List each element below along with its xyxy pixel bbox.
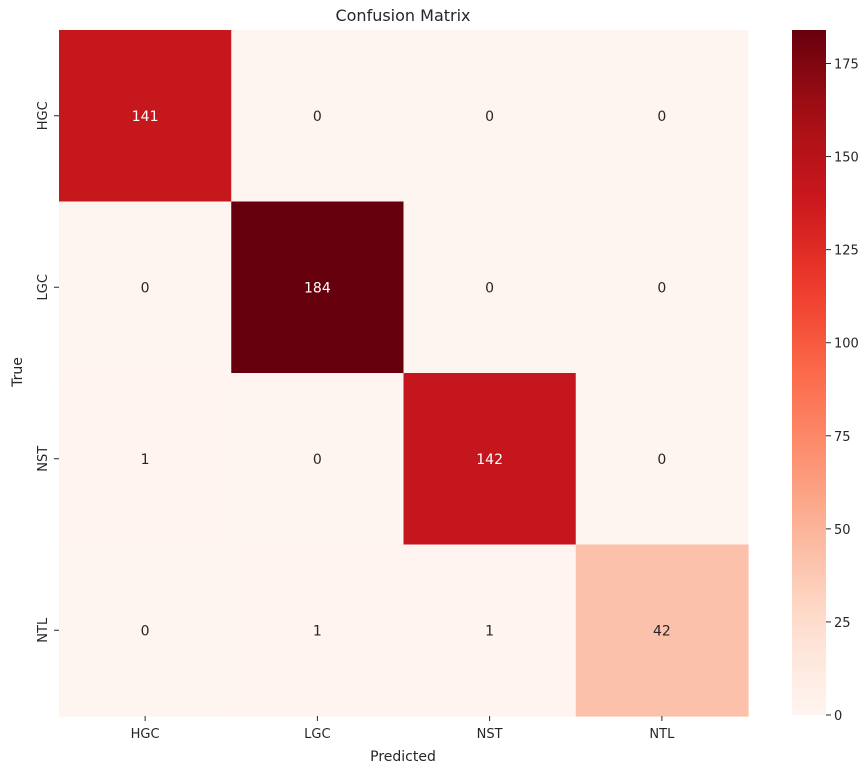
colorbar <box>792 30 826 715</box>
chart-title: Confusion Matrix <box>335 6 470 25</box>
y-axis-ticks: HGC LGC NST NTL <box>36 101 59 643</box>
x-tick-label: LGC <box>304 727 330 742</box>
heatmap-cell <box>575 201 749 374</box>
y-tick-label: LGC <box>36 274 51 300</box>
cell-value-label: 0 <box>313 109 322 125</box>
cell-value-label: 0 <box>313 452 322 468</box>
colorbar-tick-label: 100 <box>834 337 859 352</box>
cell-value-label: 0 <box>657 452 666 468</box>
heatmap-cell <box>231 30 405 203</box>
cell-value-label: 184 <box>304 280 331 296</box>
x-tick-label: HGC <box>131 727 160 742</box>
heatmap-cell <box>231 544 405 717</box>
colorbar-tick-label: 75 <box>834 430 851 445</box>
colorbar-tick-label: 25 <box>834 616 851 631</box>
y-axis-label: True <box>10 357 26 388</box>
cell-value-label: 1 <box>141 452 150 468</box>
cell-value-label: 0 <box>485 280 494 296</box>
heatmap-cell <box>59 544 232 717</box>
heatmap-cell <box>231 201 405 374</box>
colorbar-tick-label: 175 <box>834 58 859 73</box>
x-axis-ticks: HGC LGC NST NTL <box>131 716 675 742</box>
cell-value-label: 42 <box>653 623 671 639</box>
cell-value-label: 141 <box>132 109 159 125</box>
y-tick-label: NTL <box>36 617 51 643</box>
colorbar-ticks: 0 25 50 75 100 125 150 175 <box>826 58 859 724</box>
heatmap-cell <box>575 544 749 717</box>
x-tick-label: NST <box>477 727 503 742</box>
heatmap-cell <box>575 30 749 203</box>
heatmap-cells: 141 0 0 00 184 0 01 0 142 00 1 1 42 <box>59 30 749 717</box>
heatmap-cell <box>59 373 232 546</box>
cell-value-label: 1 <box>485 623 494 639</box>
cell-value-label: 0 <box>141 280 150 296</box>
colorbar-tick-label: 125 <box>834 244 859 259</box>
heatmap-cell <box>403 373 577 546</box>
heatmap-cell <box>403 201 577 374</box>
cell-value-label: 0 <box>657 280 666 296</box>
cell-value-label: 1 <box>313 623 322 639</box>
cell-value-label: 0 <box>141 623 150 639</box>
colorbar-tick-label: 0 <box>834 709 842 724</box>
y-tick-label: NST <box>36 446 51 472</box>
cell-value-label: 0 <box>657 109 666 125</box>
cell-value-label: 0 <box>485 109 494 125</box>
x-axis-label: Predicted <box>370 749 436 765</box>
colorbar-tick-label: 150 <box>834 151 859 166</box>
heatmap-cell <box>403 544 577 717</box>
heatmap-cell <box>59 201 232 374</box>
heatmap-cell <box>403 30 577 203</box>
heatmap-cell <box>231 373 405 546</box>
heatmap-cell <box>59 30 232 203</box>
x-tick-label: NTL <box>649 727 675 742</box>
colorbar-tick-label: 50 <box>834 523 851 538</box>
heatmap-cell <box>575 373 749 546</box>
cell-value-label: 142 <box>476 452 503 468</box>
y-tick-label: HGC <box>36 101 51 130</box>
